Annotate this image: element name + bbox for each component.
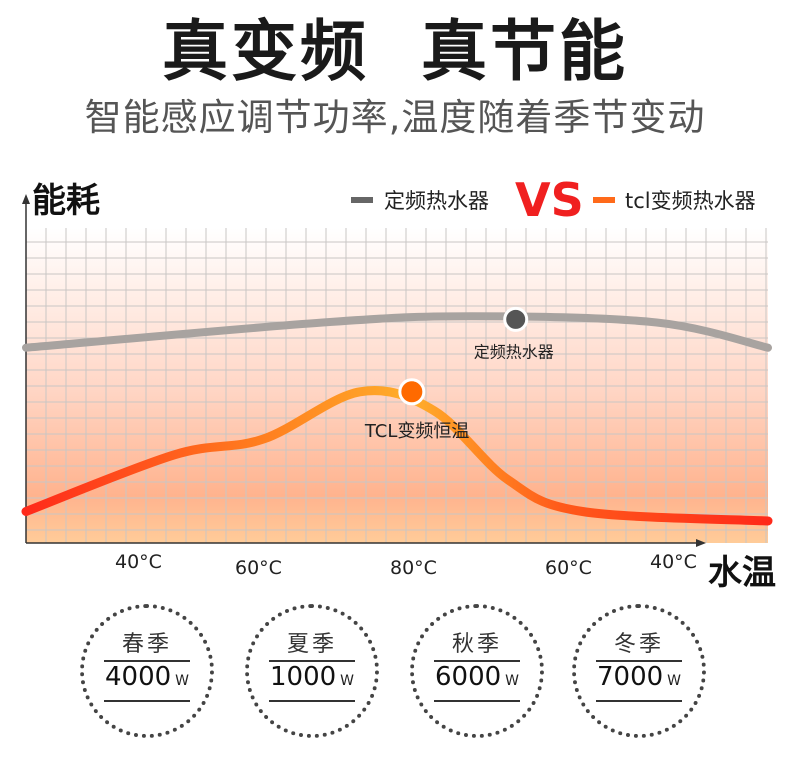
season-power-value: 6000 <box>434 662 502 692</box>
season-power-unit: W <box>667 673 681 689</box>
season-power: 4000 W <box>84 662 210 692</box>
season-name: 秋季 <box>451 632 502 657</box>
legend-tcl-label: tcl变频热水器 <box>625 189 756 213</box>
x-tick-label: 80°C <box>390 557 437 579</box>
divider <box>269 700 355 702</box>
tcl-point-marker <box>398 378 426 406</box>
divider <box>104 660 190 662</box>
legend-vs: VS <box>515 173 584 227</box>
season-badge: 冬季 7000 W <box>572 604 706 738</box>
divider <box>104 700 190 702</box>
season-power: 1000 W <box>249 662 375 692</box>
season-power-unit: W <box>505 673 519 689</box>
series-fixed-line <box>22 312 772 352</box>
season-power-value: 7000 <box>596 662 664 692</box>
x-tick-label: 40°C <box>650 551 697 573</box>
x-tick-label: 40°C <box>115 551 162 573</box>
season-name: 冬季 <box>613 632 664 657</box>
season-power-unit: W <box>175 673 189 689</box>
grid <box>26 228 768 543</box>
tcl-point-label: TCL变频恒温 <box>364 421 470 442</box>
season-power-unit: W <box>340 673 354 689</box>
legend-fixed-label: 定频热水器 <box>384 189 489 213</box>
headline: 真变频 真节能 <box>162 13 628 90</box>
season-badge: 秋季 6000 W <box>410 604 544 738</box>
season-power-value: 1000 <box>269 662 337 692</box>
season-badge: 夏季 1000 W <box>245 604 379 738</box>
fixed-point-label: 定频热水器 <box>474 342 554 361</box>
x-tick-label: 60°C <box>545 557 592 579</box>
fixed-point-marker <box>503 306 529 332</box>
divider <box>596 700 682 702</box>
divider <box>434 700 520 702</box>
energy-chart: 能耗 水温 定频热水器 VS tcl变频热水器 定频热水器 TCL变频恒温 40… <box>21 173 776 593</box>
subheadline: 智能感应调节功率,温度随着季节变动 <box>84 96 706 139</box>
divider <box>269 660 355 662</box>
season-power: 6000 W <box>414 662 540 692</box>
season-badge: 春季 4000 W <box>80 604 214 738</box>
season-power-value: 4000 <box>104 662 172 692</box>
x-tick-label: 60°C <box>235 557 282 579</box>
y-axis-arrow <box>22 194 30 204</box>
x-axis-arrow <box>696 539 706 547</box>
season-name: 夏季 <box>286 632 337 657</box>
x-axis-label: 水温 <box>708 553 776 593</box>
divider <box>596 660 682 662</box>
season-power: 7000 W <box>576 662 702 692</box>
divider <box>434 660 520 662</box>
y-axis-label: 能耗 <box>32 181 100 221</box>
season-name: 春季 <box>121 632 172 657</box>
